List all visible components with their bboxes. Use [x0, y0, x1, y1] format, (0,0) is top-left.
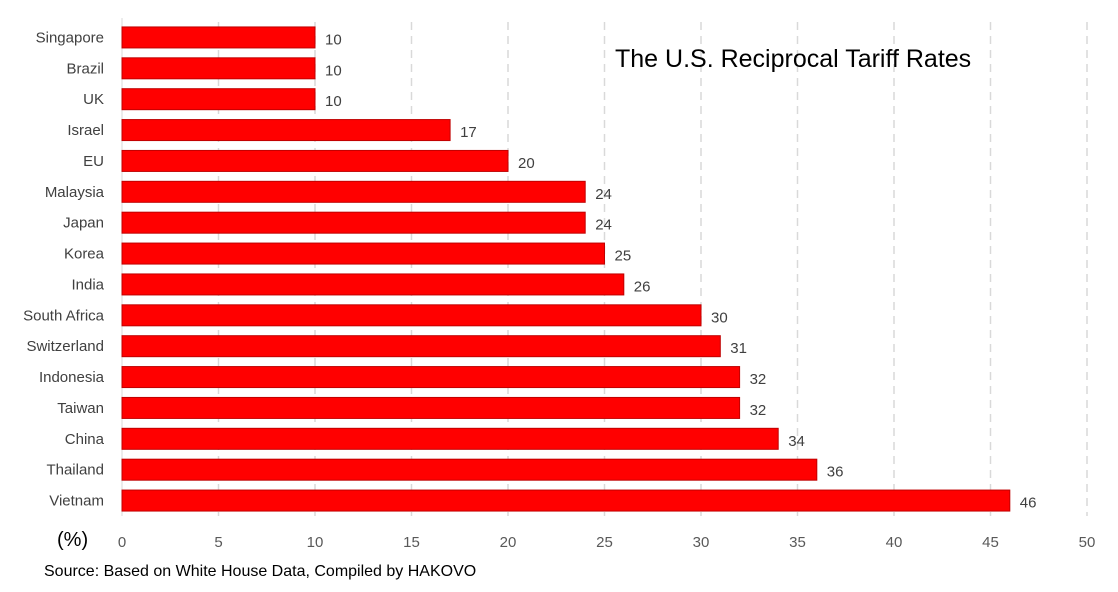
value-label: 31 [730, 340, 747, 357]
category-label: Vietnam [49, 493, 104, 510]
x-axis-unit-label: (%) [57, 529, 88, 551]
category-label: China [65, 431, 105, 448]
value-label: 32 [750, 402, 767, 419]
x-tick-label: 5 [214, 534, 222, 551]
x-tick-label: 30 [693, 534, 710, 551]
category-label: Brazil [66, 60, 104, 77]
x-tick-label: 0 [118, 534, 126, 551]
x-tick-label: 35 [789, 534, 806, 551]
category-label: Israel [67, 122, 104, 139]
x-tick-label: 10 [307, 534, 324, 551]
value-label: 10 [325, 31, 342, 48]
bar [121, 273, 625, 296]
value-label: 26 [634, 278, 651, 295]
x-tick-label: 25 [596, 534, 613, 551]
value-label: 36 [827, 464, 844, 481]
value-label: 25 [615, 248, 632, 265]
bar [121, 304, 702, 327]
x-tick-label: 50 [1079, 534, 1096, 551]
bar [121, 26, 316, 49]
category-label: South Africa [23, 307, 105, 324]
value-label: 32 [750, 371, 767, 388]
category-label: EU [83, 153, 104, 170]
bar [121, 242, 605, 265]
x-tick-label: 15 [403, 534, 420, 551]
category-label: Switzerland [26, 338, 104, 355]
bar [121, 335, 721, 358]
x-tick-label: 45 [982, 534, 999, 551]
category-label: Thailand [46, 462, 104, 479]
bar [121, 149, 509, 172]
category-label: Indonesia [39, 369, 105, 386]
value-label: 10 [325, 62, 342, 79]
value-label: 20 [518, 155, 535, 172]
category-label: Malaysia [45, 184, 105, 201]
source-note: Source: Based on White House Data, Compi… [44, 563, 476, 580]
value-label: 24 [595, 186, 612, 203]
x-tick-label: 40 [886, 534, 903, 551]
x-axis-ticks: 0 5 10 15 20 25 30 35 40 45 50 [118, 534, 1096, 551]
value-label: 46 [1020, 495, 1037, 512]
value-label: 10 [325, 93, 342, 110]
category-label: Japan [63, 215, 104, 232]
bar [121, 88, 316, 111]
bar [121, 366, 741, 389]
chart-title: The U.S. Reciprocal Tariff Rates [615, 45, 971, 73]
bar [121, 458, 818, 481]
category-label: India [71, 276, 104, 293]
bar [121, 119, 451, 142]
bar [121, 427, 779, 450]
category-label: Taiwan [57, 400, 104, 417]
bars [121, 26, 1011, 512]
bar [121, 211, 586, 234]
x-tick-label: 20 [500, 534, 517, 551]
bar [121, 396, 741, 419]
value-label: 34 [788, 433, 805, 450]
value-label: 17 [460, 124, 477, 141]
value-label: 30 [711, 309, 728, 326]
category-label: UK [83, 91, 104, 108]
value-label: 24 [595, 217, 612, 234]
category-labels: Singapore Brazil UK Israel EU Malaysia Japan Ko… [23, 29, 105, 509]
bar [121, 57, 316, 80]
bar [121, 180, 586, 203]
category-label: Singapore [36, 29, 104, 46]
category-label: Korea [64, 246, 105, 263]
bar [121, 489, 1011, 512]
